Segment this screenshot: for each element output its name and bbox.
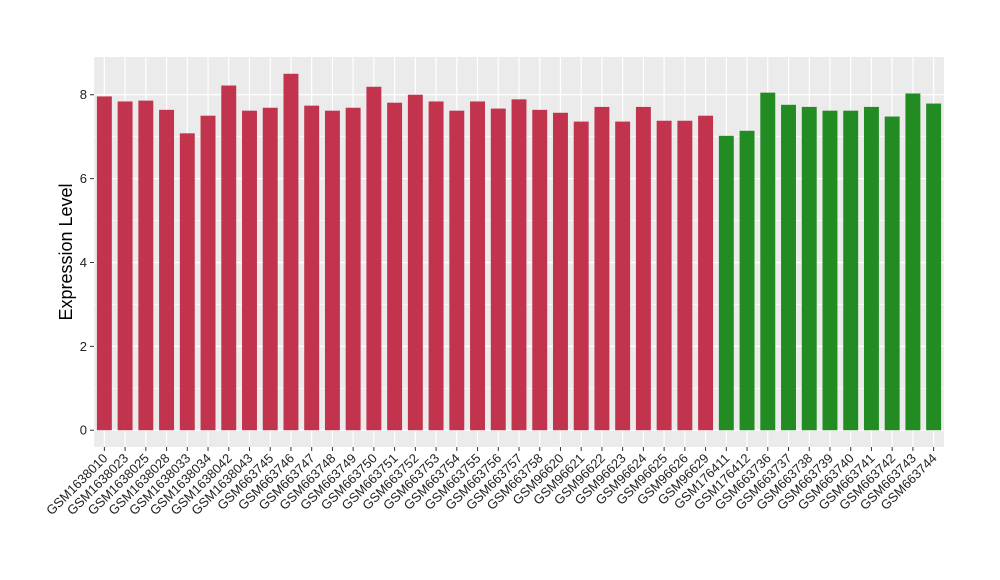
y-axis-label: Expression Level — [56, 183, 76, 320]
bar — [573, 121, 589, 431]
bar — [304, 105, 320, 431]
bar — [96, 96, 112, 431]
bar — [553, 112, 568, 431]
bar — [200, 115, 216, 431]
bar — [656, 120, 672, 431]
bar — [863, 106, 879, 431]
bar — [407, 94, 423, 431]
bar — [635, 106, 651, 431]
bar — [324, 110, 340, 431]
bar — [262, 107, 278, 431]
bar — [470, 101, 485, 431]
bar — [594, 106, 610, 431]
bar — [843, 110, 859, 431]
bar — [760, 92, 776, 431]
bar — [449, 110, 465, 431]
bar — [366, 86, 382, 431]
bar — [345, 107, 361, 431]
bar-series — [96, 73, 942, 431]
bar — [283, 73, 299, 431]
bar — [926, 103, 942, 431]
y-tick-label: 4 — [80, 255, 87, 270]
bar — [739, 130, 755, 431]
bar — [138, 100, 154, 431]
bar — [511, 99, 527, 431]
y-tick-label: 2 — [80, 339, 87, 354]
bar — [117, 101, 133, 431]
bar — [677, 120, 693, 431]
bar — [221, 85, 237, 431]
bar — [428, 101, 444, 431]
bar — [179, 133, 195, 431]
y-tick-label: 0 — [80, 423, 87, 438]
bar — [242, 110, 257, 431]
y-tick-label: 6 — [80, 171, 87, 186]
bar — [387, 102, 403, 431]
bar — [884, 116, 900, 431]
bar — [801, 106, 817, 431]
bar — [698, 115, 714, 431]
bar — [718, 135, 734, 431]
bar — [781, 104, 796, 431]
bar — [532, 109, 548, 431]
bar — [905, 93, 921, 431]
bar — [490, 108, 506, 431]
bar — [615, 121, 631, 431]
bar — [159, 109, 175, 431]
bar — [822, 110, 838, 431]
y-tick-label: 8 — [80, 87, 87, 102]
x-axis: GSM1638010GSM1638023GSM1638025GSM1638028… — [43, 447, 940, 518]
y-axis: 0 2 4 6 8 — [80, 87, 94, 438]
